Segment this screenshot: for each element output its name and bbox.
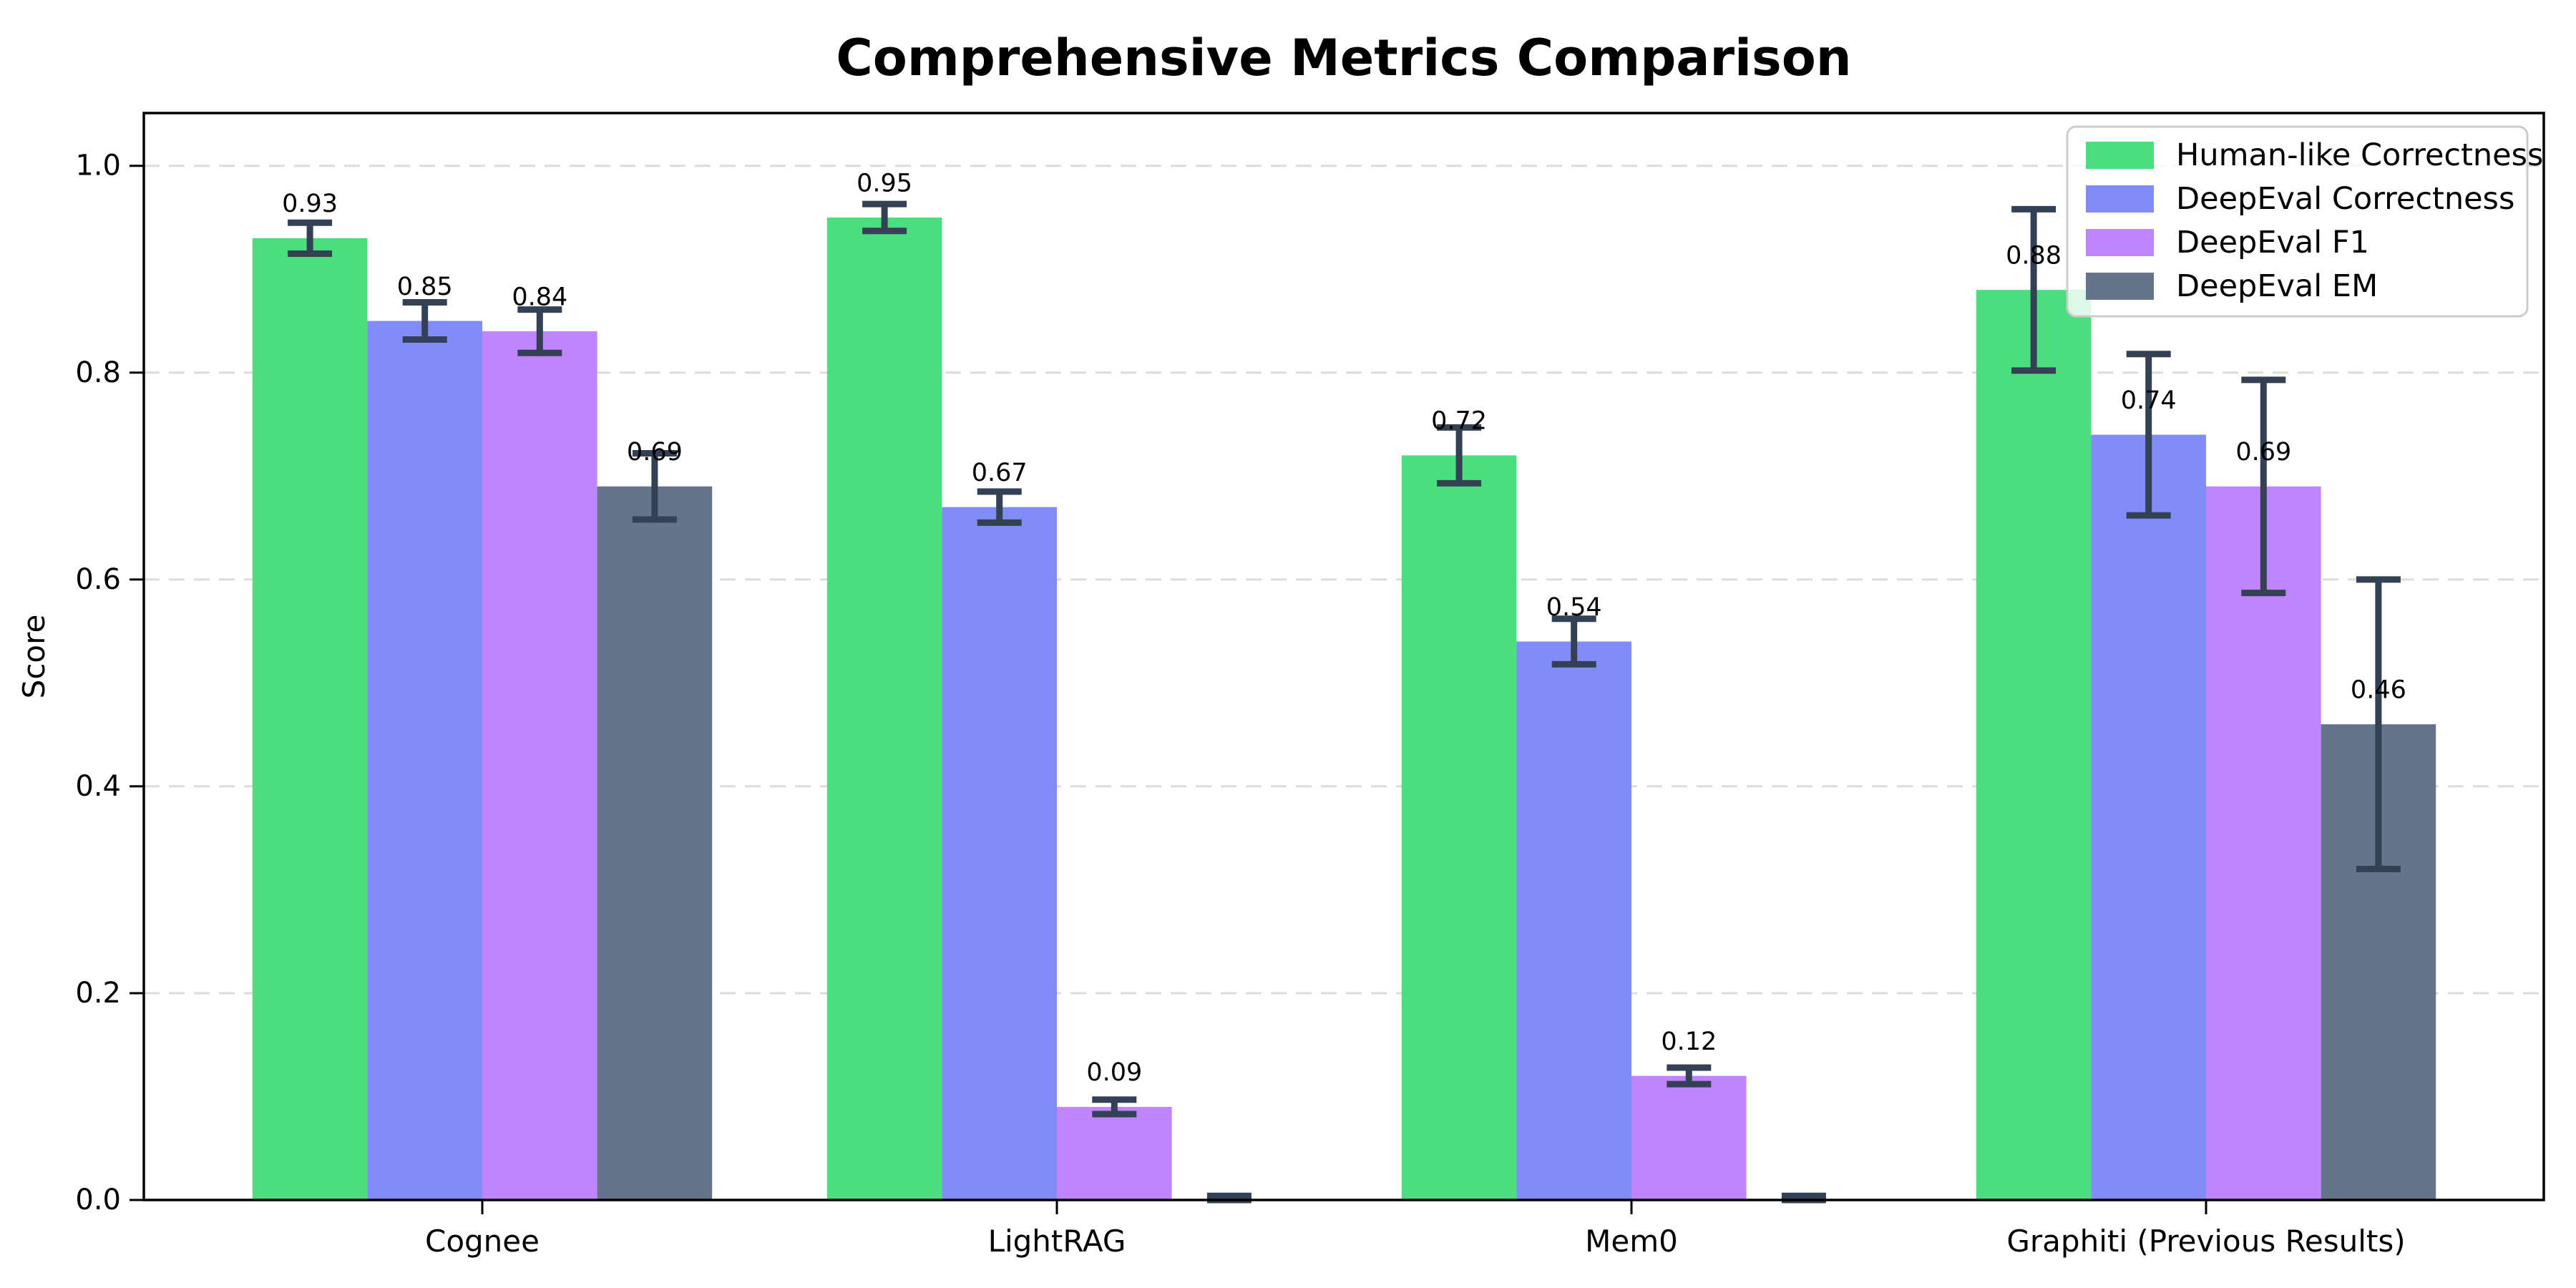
legend <box>2066 125 2529 318</box>
value-label: 0.69 <box>627 438 683 467</box>
bar-deepeval-f1-mem0 <box>1631 1075 1747 1200</box>
value-label: 0.74 <box>2121 386 2177 415</box>
value-label: 0.95 <box>857 169 912 197</box>
bar-deepeval-f1-lightrag <box>1057 1106 1172 1200</box>
value-label: 0.67 <box>972 459 1028 487</box>
y-tick-label: 0.6 <box>75 563 121 596</box>
error-bar-deepeval-f1-lightrag <box>1092 1096 1137 1118</box>
value-label: 0.54 <box>1546 593 1602 622</box>
y-tick-label: 0.8 <box>75 356 121 389</box>
bar-deepeval-correctness-lightrag <box>942 507 1057 1200</box>
error-bar-human-like-correctness-mem0 <box>1437 424 1482 487</box>
error-bar-deepeval-correctness-mem0 <box>1551 615 1596 668</box>
y-tick-label: 0.4 <box>75 770 121 803</box>
legend-item-deepeval-f1 <box>2086 229 2154 256</box>
error-bar-deepeval-em-graphiti-previous-results <box>2356 576 2401 873</box>
x-tick-label-lightrag: LightRAG <box>988 1224 1126 1259</box>
bar-deepeval-f1-graphiti-previous-results <box>2206 486 2321 1200</box>
y-axis-label: Score <box>16 615 52 699</box>
value-label: 0.46 <box>2351 675 2406 704</box>
bar-human-like-correctness-lightrag <box>826 217 942 1200</box>
legend-label: Human-like Correctness <box>2176 137 2543 173</box>
legend-swatch-human-like-correctness <box>2086 142 2154 169</box>
legend-label: DeepEval F1 <box>2176 225 2369 260</box>
value-label: 0.85 <box>397 273 453 301</box>
error-bar-deepeval-em-cognee <box>632 450 677 523</box>
value-label: 0.69 <box>2235 438 2291 467</box>
chart-title: Comprehensive Metrics Comparison <box>836 29 1851 87</box>
error-bar-deepeval-correctness-lightrag <box>977 488 1022 526</box>
legend-item-deepeval-correctness <box>2086 185 2154 213</box>
legend-swatch-deepeval-f1 <box>2086 229 2154 256</box>
value-label: 0.72 <box>1431 407 1487 436</box>
bar-deepeval-correctness-mem0 <box>1516 641 1631 1200</box>
value-label: 0.12 <box>1661 1028 1717 1056</box>
legend-swatch-deepeval-correctness <box>2086 185 2154 213</box>
bar-human-like-correctness-cognee <box>252 238 368 1200</box>
value-label: 0.84 <box>512 283 567 311</box>
legend-swatch-deepeval-em <box>2086 273 2154 300</box>
error-bar-human-like-correctness-graphiti-previous-results <box>2011 205 2057 374</box>
x-tick-label-graphiti-previous-results: Graphiti (Previous Results) <box>2006 1224 2405 1259</box>
bar-deepeval-correctness-graphiti-previous-results <box>2091 434 2206 1200</box>
error-bar-deepeval-f1-graphiti-previous-results <box>2241 376 2286 597</box>
bar-deepeval-em-cognee <box>597 486 713 1200</box>
y-tick-label: 1.0 <box>75 150 121 182</box>
legend-item-human-like-correctness <box>2086 142 2154 169</box>
y-tick-label: 0.0 <box>75 1184 121 1216</box>
error-bar-deepeval-correctness-graphiti-previous-results <box>2126 351 2171 519</box>
legend-label: DeepEval EM <box>2176 268 2378 304</box>
legend-box <box>2066 125 2529 318</box>
error-bar-human-like-correctness-lightrag <box>862 200 907 235</box>
value-label: 0.88 <box>2006 241 2062 270</box>
legend-item-deepeval-em <box>2086 273 2154 300</box>
bar-human-like-correctness-graphiti-previous-results <box>1976 290 2092 1200</box>
bar-deepeval-correctness-cognee <box>367 321 482 1201</box>
error-bar-deepeval-f1-cognee <box>517 306 562 356</box>
error-bar-human-like-correctness-cognee <box>288 219 333 258</box>
plot-area-border <box>142 112 2545 1201</box>
value-label: 0.09 <box>1086 1058 1142 1087</box>
x-tick-label-cognee: Cognee <box>425 1224 540 1259</box>
error-bar-deepeval-f1-mem0 <box>1667 1064 1712 1088</box>
error-bar-deepeval-correctness-cognee <box>402 298 447 343</box>
bar-human-like-correctness-mem0 <box>1401 455 1517 1200</box>
legend-label: DeepEval Correctness <box>2176 181 2514 217</box>
y-tick-label: 0.2 <box>75 977 121 1010</box>
x-tick-label-mem0: Mem0 <box>1585 1224 1678 1259</box>
value-label: 0.93 <box>282 190 338 218</box>
bar-deepeval-f1-cognee <box>482 331 597 1200</box>
